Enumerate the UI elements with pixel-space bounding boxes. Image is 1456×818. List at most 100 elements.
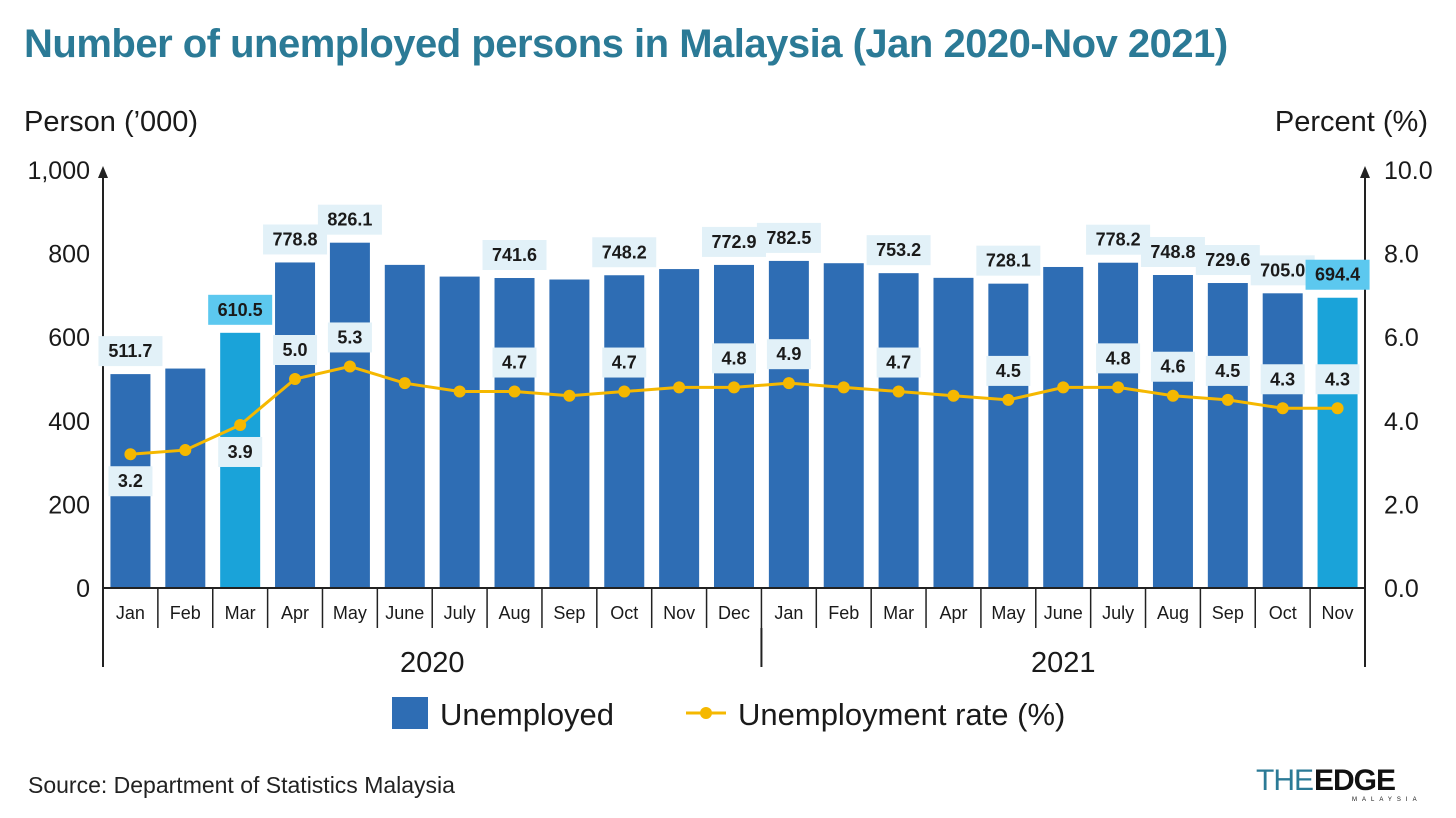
x-tick-label: Sep	[553, 603, 585, 623]
unemployed-bar	[1152, 275, 1193, 588]
bar-value-label: 772.9	[711, 232, 756, 252]
y-left-axis-title: Person (’000)	[24, 106, 198, 138]
rate-value-label: 4.3	[1325, 369, 1350, 389]
rate-value-label: 3.9	[228, 442, 253, 462]
legend-label-rate: Unemployment rate (%)	[738, 697, 1065, 732]
bar-value-label-box	[866, 235, 931, 266]
y-left-tick-label: 600	[48, 324, 90, 352]
year-group-label: 2020	[400, 647, 465, 679]
rate-point	[398, 377, 411, 390]
legend-swatch-rate-dot	[700, 707, 712, 719]
bar-value-label-box	[482, 240, 547, 271]
rate-value-label: 4.8	[721, 348, 746, 368]
bar-value-label: 511.7	[108, 341, 152, 361]
bar-value-label-box	[702, 226, 766, 257]
y-left-tick-label: 400	[48, 408, 90, 436]
rate-point	[234, 418, 247, 431]
unemployed-bar	[1043, 266, 1084, 588]
unemployed-bar	[1098, 262, 1139, 588]
rate-point	[1166, 389, 1179, 402]
x-tick-label: Dec	[718, 603, 750, 623]
x-tick-label: Nov	[1322, 603, 1354, 623]
rate-point	[124, 448, 137, 461]
unemployed-bar	[1262, 293, 1303, 588]
x-tick-label: Apr	[281, 603, 309, 623]
chart-title: Number of unemployed persons in Malaysia…	[24, 22, 1228, 66]
rate-point	[1002, 393, 1015, 406]
unemployed-bar	[988, 283, 1029, 588]
rate-value-label-box	[1315, 364, 1360, 395]
x-tick-label: Jan	[774, 603, 803, 623]
rate-point	[673, 381, 686, 394]
unemployed-bar	[604, 275, 645, 588]
unemployed-bar	[714, 264, 754, 588]
y-right-tick-label: 10.0	[1384, 157, 1433, 185]
legend-label-unemployed: Unemployed	[440, 697, 614, 732]
unemployed-bar	[329, 242, 370, 589]
x-tick-label: Nov	[663, 603, 695, 623]
y-right-tick-label: 2.0	[1384, 491, 1419, 519]
rate-value-label: 4.9	[776, 344, 801, 364]
unemployed-bar	[933, 277, 974, 588]
bar-value-label: 694.4	[1315, 265, 1360, 285]
y-left-tick-label: 200	[48, 491, 90, 519]
rate-value-label: 4.5	[1215, 361, 1240, 381]
bar-value-label-box	[592, 237, 657, 268]
rate-value-label-box	[1096, 343, 1141, 374]
rate-value-label-box	[108, 466, 153, 497]
bar-value-label-box	[1250, 255, 1315, 286]
y-right-tick-label: 0.0	[1384, 575, 1419, 603]
rate-point	[453, 385, 466, 398]
rate-value-label-box	[602, 347, 647, 378]
rate-value-label-box	[766, 339, 811, 370]
rate-point	[563, 389, 576, 402]
bar-value-label: 778.2	[1096, 230, 1141, 250]
rate-value-label: 4.3	[1270, 369, 1295, 389]
x-tick-label: Oct	[610, 603, 638, 623]
bar-value-label-box	[756, 222, 821, 253]
rate-value-label-box	[876, 347, 921, 378]
x-tick-label: Feb	[828, 603, 859, 623]
unemployed-bar	[384, 264, 425, 588]
y-left-axis-arrow	[98, 166, 108, 178]
unemployed-bar	[494, 278, 535, 588]
rate-point	[837, 381, 850, 394]
unemployed-bar	[768, 260, 809, 588]
rate-value-label: 4.7	[612, 353, 637, 373]
legend-swatch-unemployed	[392, 697, 428, 729]
rate-value-label-box	[327, 322, 372, 353]
x-tick-label: Jan	[116, 603, 145, 623]
bar-value-label-box	[976, 245, 1041, 276]
y-right-axis-title: Percent (%)	[1275, 106, 1428, 138]
x-tick-label: Aug	[499, 603, 531, 623]
rate-point	[1112, 381, 1125, 394]
bar-value-label: 826.1	[327, 210, 372, 230]
rate-point	[1331, 402, 1344, 415]
year-group-label: 2021	[1031, 647, 1096, 679]
bar-value-label: 728.1	[986, 251, 1031, 271]
bar-value-label: 741.6	[492, 245, 537, 265]
rate-value-label: 4.7	[886, 353, 911, 373]
y-right-axis-arrow	[1360, 166, 1370, 178]
bar-value-label-box	[98, 336, 163, 367]
rate-point	[728, 381, 740, 394]
x-tick-label: Feb	[170, 603, 201, 623]
rate-value-label: 4.8	[1106, 348, 1131, 368]
unemployed-bar	[823, 263, 864, 588]
svg-text:EDGE: EDGE	[1314, 764, 1395, 797]
unemployed-bar	[275, 262, 316, 588]
rate-point	[289, 373, 302, 385]
unemployed-bar	[549, 279, 590, 588]
source-note: Source: Department of Statistics Malaysi…	[28, 772, 455, 798]
rate-point	[892, 385, 905, 398]
bar-value-label: 729.6	[1205, 250, 1250, 270]
x-tick-label: July	[444, 603, 476, 623]
bar-value-label-box	[263, 224, 328, 255]
bar-value-label-box	[208, 294, 273, 325]
rate-value-label: 5.3	[337, 327, 362, 347]
rate-point	[1276, 402, 1289, 415]
y-left-tick-label: 0	[76, 575, 90, 603]
bar-value-label-box	[1086, 224, 1151, 255]
x-tick-label: Apr	[939, 603, 967, 623]
rate-point	[947, 389, 960, 402]
